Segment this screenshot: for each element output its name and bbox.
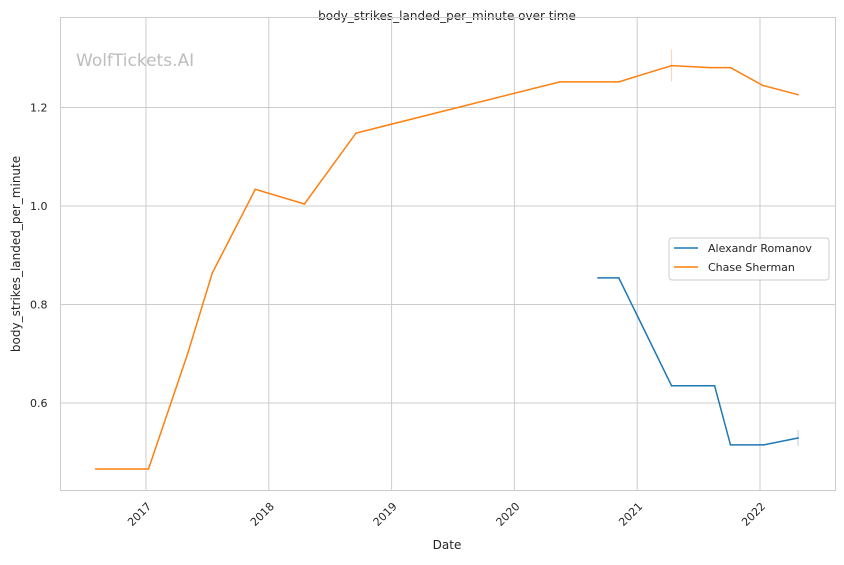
series-line-alexandr-romanov bbox=[597, 277, 799, 446]
x-tick-label: 2020 bbox=[494, 500, 523, 529]
legend: Alexandr Romanov Chase Sherman bbox=[668, 237, 830, 281]
x-tick-label: 2018 bbox=[248, 500, 277, 529]
chart-title: body_strikes_landed_per_minute over time bbox=[318, 9, 576, 23]
data-point-chase-sherman bbox=[670, 64, 673, 67]
legend-label-alexandr-romanov: Alexandr Romanov bbox=[708, 242, 812, 255]
y-tick-label: 0.8 bbox=[30, 299, 48, 312]
data-point-chase-sherman bbox=[761, 84, 764, 87]
y-tick-label: 0.6 bbox=[30, 397, 48, 410]
plot-frame bbox=[60, 17, 836, 491]
data-point-alexandr-romanov bbox=[670, 384, 673, 387]
y-tick-label: 1.2 bbox=[30, 102, 48, 115]
x-tick-label: 2017 bbox=[125, 500, 154, 529]
data-point-chase-sherman bbox=[303, 203, 306, 205]
data-point-alexandr-romanov bbox=[797, 437, 799, 439]
data-point-alexandr-romanov bbox=[597, 277, 599, 279]
x-axis-label: Date bbox=[433, 538, 462, 552]
data-point-chase-sherman bbox=[94, 468, 97, 470]
data-point-chase-sherman bbox=[708, 66, 711, 69]
data-point-chase-sherman bbox=[729, 66, 732, 69]
y-axis-label: body_strikes_landed_per_minute bbox=[9, 156, 23, 352]
y-tick-label: 1.0 bbox=[30, 200, 48, 213]
x-tick-label: 2022 bbox=[739, 500, 768, 529]
legend-label-chase-sherman: Chase Sherman bbox=[708, 261, 795, 274]
data-point-chase-sherman bbox=[147, 468, 150, 470]
data-point-alexandr-romanov bbox=[729, 444, 732, 446]
data-point-alexandr-romanov bbox=[713, 384, 716, 387]
data-point-chase-sherman bbox=[186, 352, 189, 355]
data-point-chase-sherman bbox=[355, 132, 357, 134]
watermark: WolfTickets.AI bbox=[76, 51, 194, 71]
x-tick-label: 2021 bbox=[616, 500, 645, 529]
data-point-chase-sherman bbox=[559, 81, 561, 83]
series-line-chase-sherman bbox=[95, 64, 799, 470]
data-point-chase-sherman bbox=[617, 81, 620, 83]
legend-box bbox=[668, 237, 830, 281]
data-point-alexandr-romanov bbox=[762, 444, 765, 446]
data-point-chase-sherman bbox=[211, 272, 214, 274]
data-point-chase-sherman bbox=[254, 188, 257, 191]
data-point-alexandr-romanov bbox=[617, 277, 620, 279]
data-point-chase-sherman bbox=[797, 93, 799, 96]
x-tick-label: 2019 bbox=[371, 500, 400, 529]
